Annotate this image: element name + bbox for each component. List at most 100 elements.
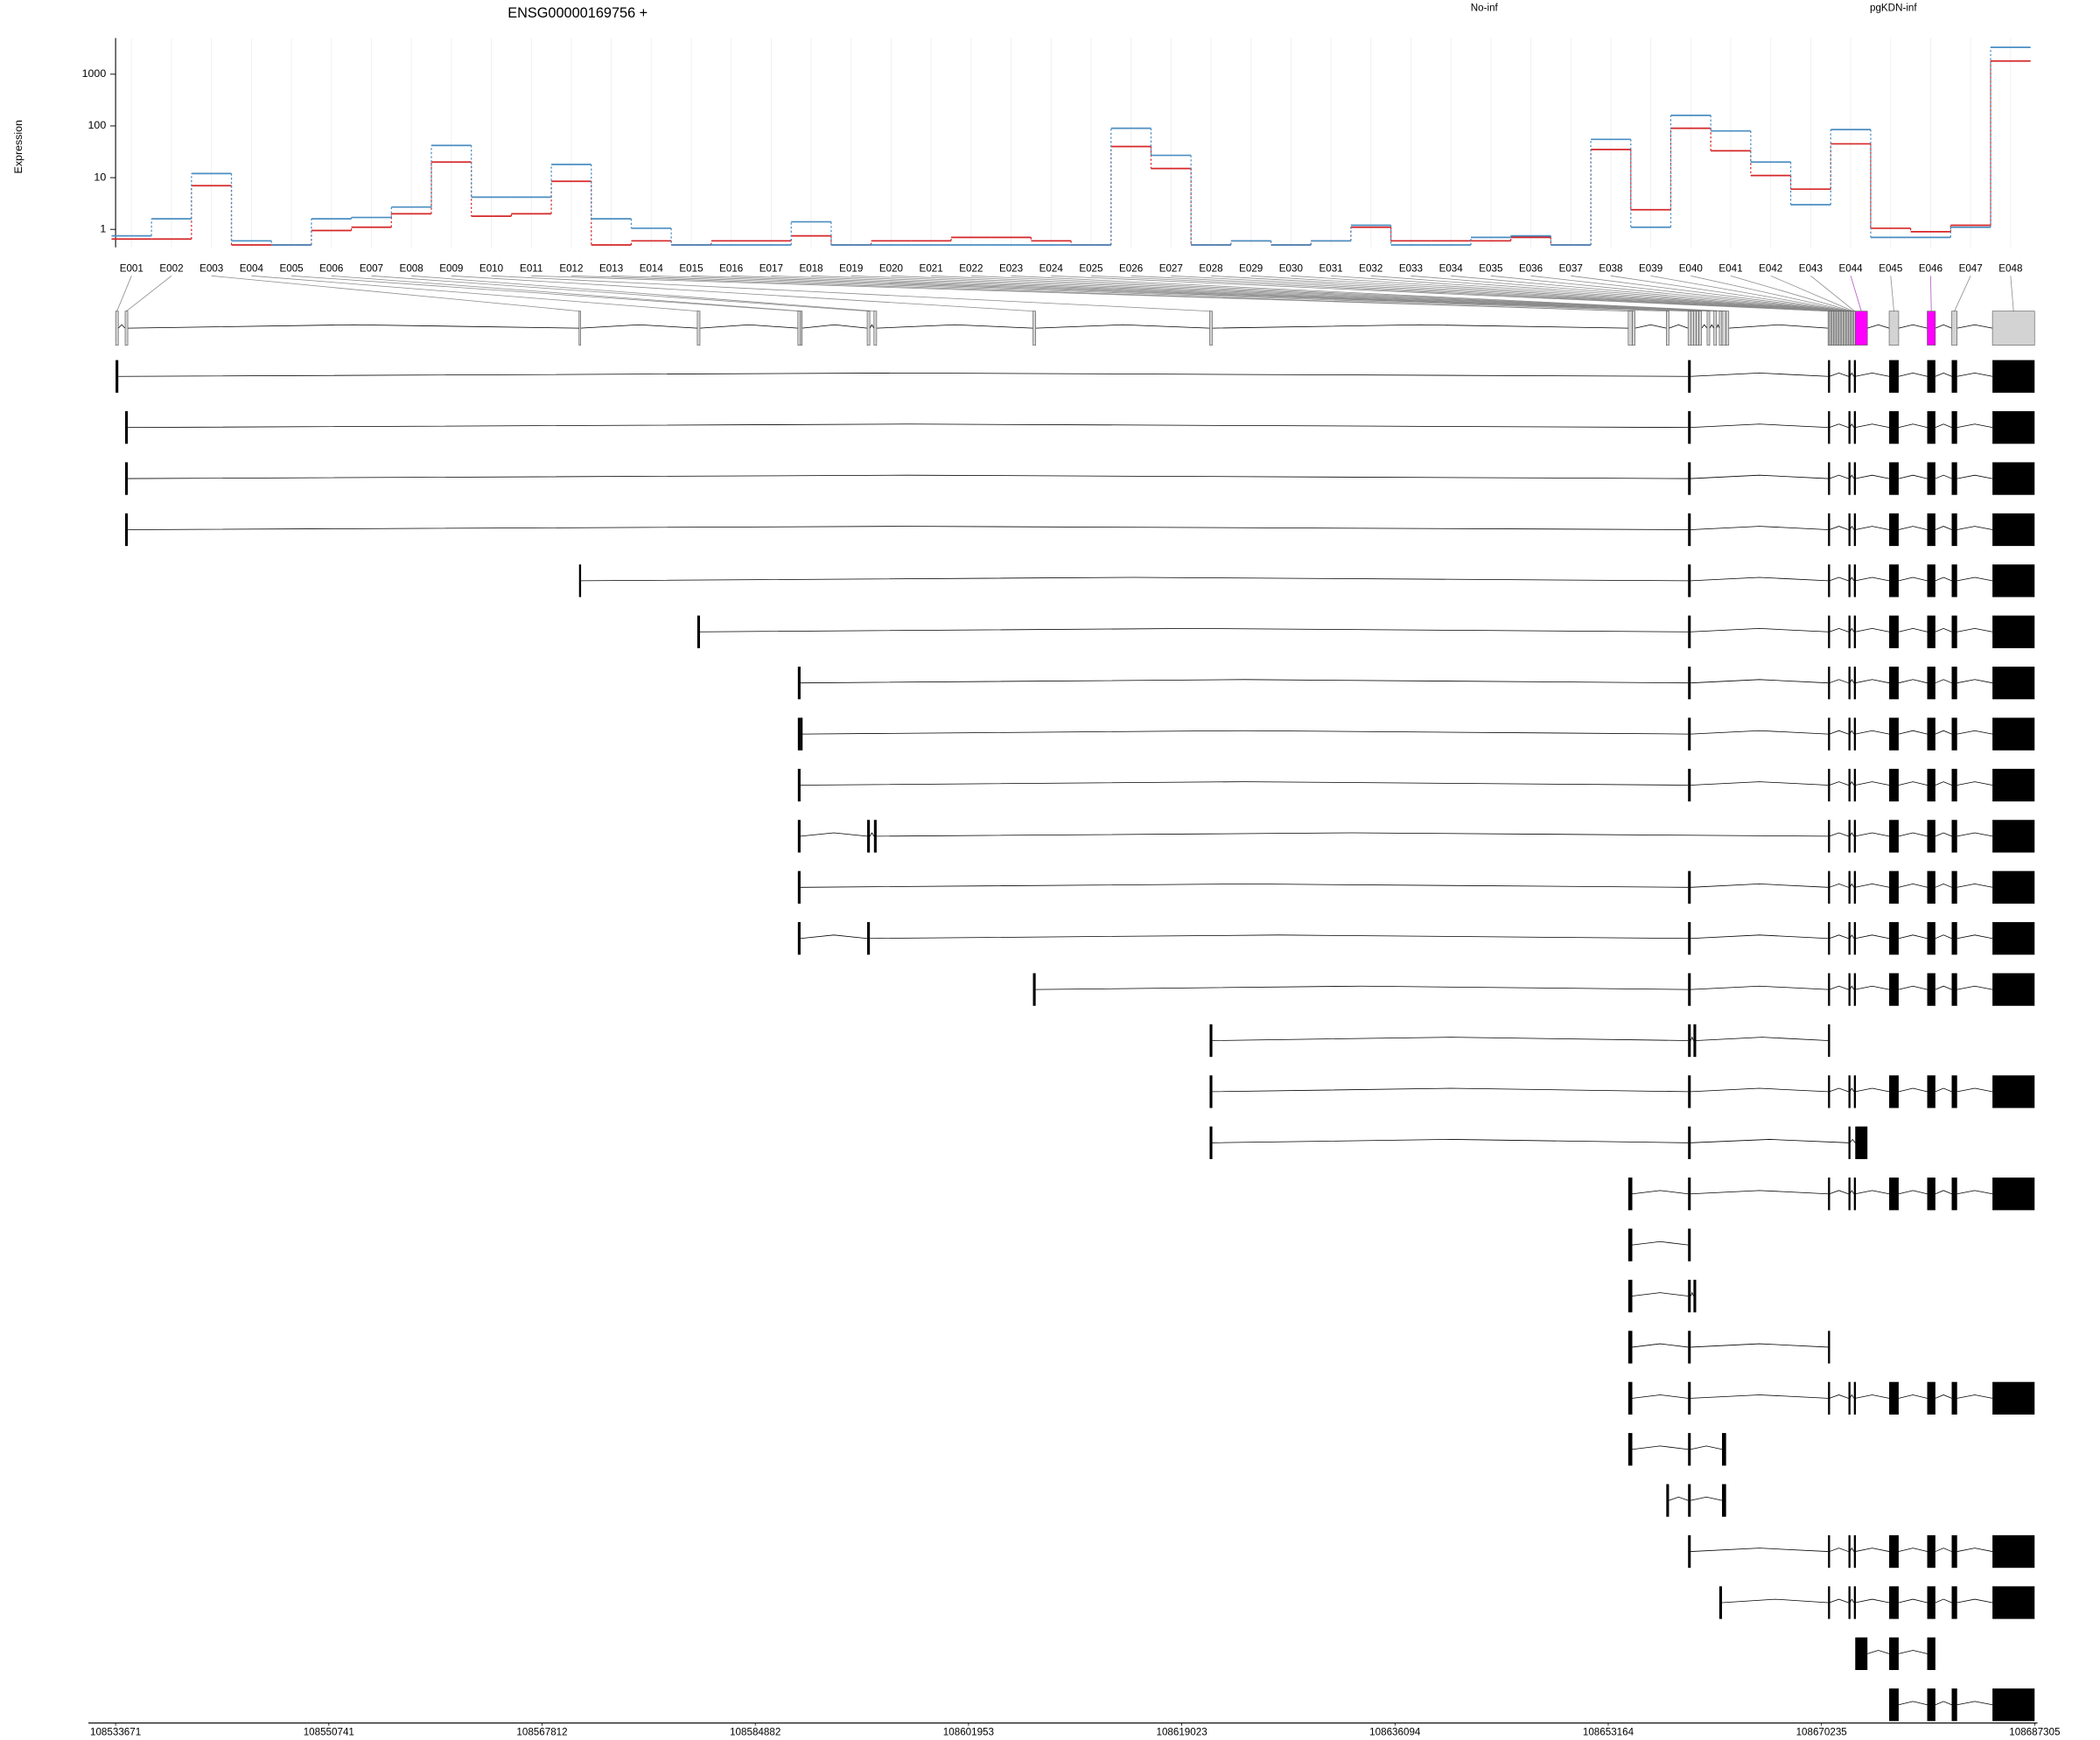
transcript-exon — [1688, 360, 1691, 393]
exon-connector — [1331, 275, 1838, 312]
y-axis-label: Expression — [12, 120, 24, 173]
x-tick-label: 108601953 — [943, 1727, 994, 1738]
x-tick-label: E013 — [599, 263, 623, 275]
transcript-exon — [1848, 1586, 1851, 1619]
x-tick-label: 108636094 — [1369, 1727, 1421, 1738]
intron — [1632, 1240, 1689, 1246]
intron — [1829, 474, 1849, 479]
transcript-exon — [1688, 411, 1691, 444]
transcript-exon — [1889, 1586, 1899, 1619]
transcript-exon — [1688, 462, 1691, 495]
exon-connector — [371, 275, 869, 312]
exon-connector — [1930, 276, 1932, 311]
intron — [1855, 1394, 1890, 1399]
transcript-exon — [1951, 1381, 1957, 1415]
intron — [1829, 423, 1849, 429]
exon-bin — [1927, 311, 1936, 346]
intron — [1935, 526, 1952, 530]
intron — [1035, 324, 1210, 329]
exon-connector — [931, 275, 1721, 312]
transcript-exon — [1853, 717, 1857, 751]
transcript-exon — [1927, 973, 1936, 1006]
exon-bin — [1666, 311, 1670, 346]
transcript-exon — [1992, 360, 2035, 393]
transcript-exon — [1853, 411, 1857, 444]
intron — [1849, 627, 1855, 632]
intron — [1212, 1139, 1689, 1143]
intron — [1898, 526, 1928, 530]
exon-bin — [1209, 311, 1213, 346]
exon-bin — [1854, 311, 1868, 346]
transcript-exon — [1828, 717, 1830, 751]
transcript-exon — [1951, 462, 1957, 495]
transcript-exon — [1688, 1228, 1691, 1261]
transcript-exon — [1992, 564, 2035, 597]
intron — [1935, 577, 1952, 582]
intron — [1721, 1598, 1829, 1604]
x-tick-label: E037 — [1559, 263, 1583, 275]
intron — [869, 832, 875, 837]
intron — [1690, 474, 1829, 479]
transcript-exon — [1889, 922, 1899, 955]
intron — [699, 628, 1689, 632]
exon-connector — [1730, 275, 1852, 312]
transcript-exon — [1927, 462, 1936, 495]
exon-bin — [1698, 311, 1703, 346]
intron — [802, 730, 1689, 735]
exon-connector — [1650, 275, 1850, 312]
exon-bin — [1718, 311, 1723, 346]
y-tick-label: 1000 — [82, 67, 107, 80]
intron — [1690, 1087, 1829, 1093]
transcript-exon — [1853, 462, 1857, 495]
x-tick-label: E042 — [1759, 263, 1782, 275]
y-tick-label: 10 — [94, 171, 106, 183]
transcript-exon — [1889, 973, 1899, 1006]
transcript-exon — [124, 462, 129, 495]
intron — [1849, 525, 1855, 530]
transcript-exon — [1828, 973, 1830, 1006]
x-tick-label: E009 — [439, 263, 463, 275]
exon-connector — [1490, 275, 1844, 312]
transcript-exon — [1889, 768, 1899, 802]
transcript-exon — [1889, 820, 1899, 853]
transcript-exon — [1828, 564, 1830, 597]
x-tick-label: E008 — [400, 263, 424, 275]
transcript-exon — [1688, 973, 1691, 1006]
intron — [1829, 577, 1849, 582]
transcript-exon — [1828, 1331, 1830, 1364]
intron — [1855, 1087, 1890, 1093]
transcript-exon — [1628, 1331, 1633, 1364]
intron — [869, 324, 875, 329]
intron — [800, 832, 868, 837]
intron — [1690, 1445, 1723, 1450]
transcript-exon — [1718, 1586, 1723, 1619]
exon-connector — [771, 275, 1698, 312]
intron — [1829, 985, 1849, 990]
transcript-exon — [1889, 1688, 1899, 1722]
transcript-exon — [1688, 1126, 1691, 1159]
transcript-exon — [1688, 667, 1691, 700]
transcript-exon — [1951, 1586, 1957, 1619]
transcript-exon — [1951, 411, 1957, 444]
intron — [1849, 372, 1855, 377]
intron — [1701, 324, 1708, 329]
exon-bin — [1951, 311, 1958, 346]
intron — [1690, 985, 1829, 990]
intron — [1690, 1291, 1694, 1296]
transcript-exon — [1853, 820, 1857, 853]
x-tick-label: E044 — [1839, 263, 1864, 275]
transcript-exon — [1927, 360, 1936, 393]
intron — [1855, 577, 1890, 582]
intron — [1956, 526, 1993, 530]
intron — [1956, 1190, 1993, 1195]
intron — [1690, 1190, 1829, 1195]
exon-bin — [124, 311, 129, 346]
x-tick-label: E029 — [1239, 263, 1263, 275]
transcript-exon — [1853, 973, 1857, 1006]
exon-connector — [850, 275, 1709, 312]
intron — [128, 526, 1689, 530]
transcript-exon — [1853, 667, 1857, 700]
transcript-exon — [1853, 870, 1857, 904]
exon-connector — [1451, 275, 1843, 312]
transcript-exon — [1853, 1586, 1857, 1619]
